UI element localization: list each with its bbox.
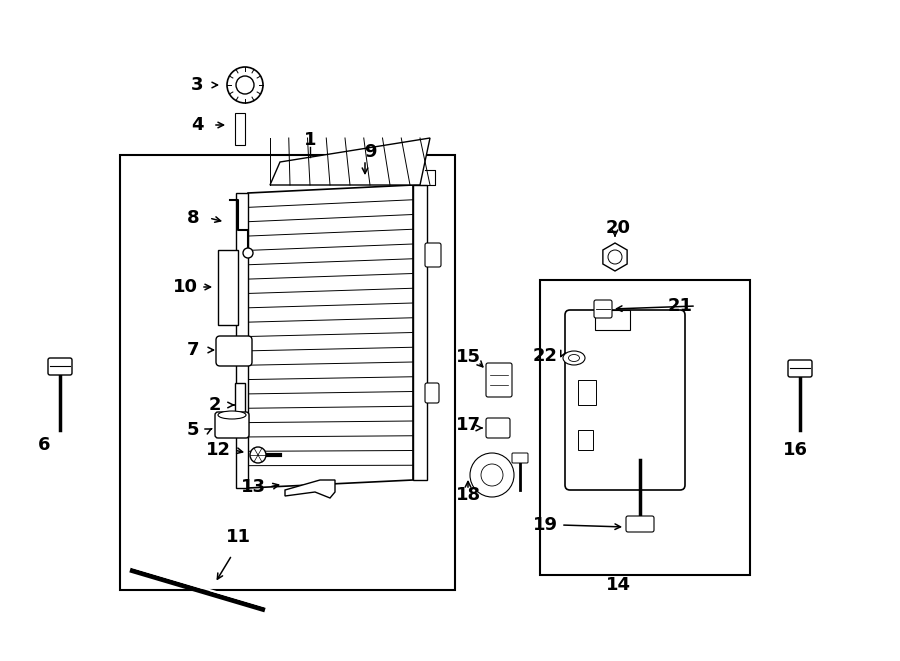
FancyBboxPatch shape <box>486 418 510 438</box>
Circle shape <box>481 464 503 486</box>
Text: 18: 18 <box>455 486 481 504</box>
Circle shape <box>227 67 263 103</box>
Circle shape <box>470 453 514 497</box>
Circle shape <box>250 447 266 463</box>
Text: 22: 22 <box>533 347 557 365</box>
FancyBboxPatch shape <box>565 310 685 490</box>
FancyBboxPatch shape <box>215 412 249 438</box>
Bar <box>578 430 593 450</box>
Bar <box>595 310 630 330</box>
Bar <box>218 250 238 325</box>
Bar <box>120 155 455 590</box>
Bar <box>235 383 245 428</box>
Text: 2: 2 <box>209 396 221 414</box>
FancyBboxPatch shape <box>48 358 72 375</box>
Text: 13: 13 <box>240 478 266 496</box>
Text: 12: 12 <box>205 441 230 459</box>
Ellipse shape <box>569 354 580 362</box>
Text: 1: 1 <box>304 131 316 149</box>
FancyBboxPatch shape <box>425 383 439 403</box>
Text: 5: 5 <box>187 421 199 439</box>
Text: 19: 19 <box>533 516 557 534</box>
FancyBboxPatch shape <box>626 516 654 532</box>
FancyBboxPatch shape <box>788 360 812 377</box>
Polygon shape <box>248 185 413 488</box>
Circle shape <box>243 248 253 258</box>
Text: 20: 20 <box>606 219 631 237</box>
Ellipse shape <box>218 411 246 419</box>
Text: 9: 9 <box>364 143 376 161</box>
FancyBboxPatch shape <box>512 453 528 463</box>
Bar <box>540 280 750 575</box>
Text: 21: 21 <box>668 297 692 315</box>
Bar <box>413 185 427 480</box>
Text: 8: 8 <box>186 209 199 227</box>
Polygon shape <box>270 138 430 185</box>
FancyBboxPatch shape <box>594 300 612 318</box>
Circle shape <box>608 250 622 264</box>
Bar <box>235 113 245 145</box>
Text: 6: 6 <box>38 436 50 454</box>
Bar <box>578 380 596 405</box>
FancyBboxPatch shape <box>486 363 512 397</box>
Ellipse shape <box>563 351 585 365</box>
Text: 3: 3 <box>191 76 203 94</box>
Text: 17: 17 <box>455 416 481 434</box>
FancyBboxPatch shape <box>425 243 441 267</box>
Polygon shape <box>285 480 335 498</box>
FancyBboxPatch shape <box>216 336 252 366</box>
Circle shape <box>236 76 254 94</box>
Bar <box>236 193 248 488</box>
Text: 10: 10 <box>173 278 197 296</box>
Text: 15: 15 <box>455 348 481 366</box>
Text: 16: 16 <box>782 441 807 459</box>
Text: 4: 4 <box>191 116 203 134</box>
Text: 11: 11 <box>226 528 250 546</box>
Text: 14: 14 <box>606 576 631 594</box>
Text: 7: 7 <box>187 341 199 359</box>
